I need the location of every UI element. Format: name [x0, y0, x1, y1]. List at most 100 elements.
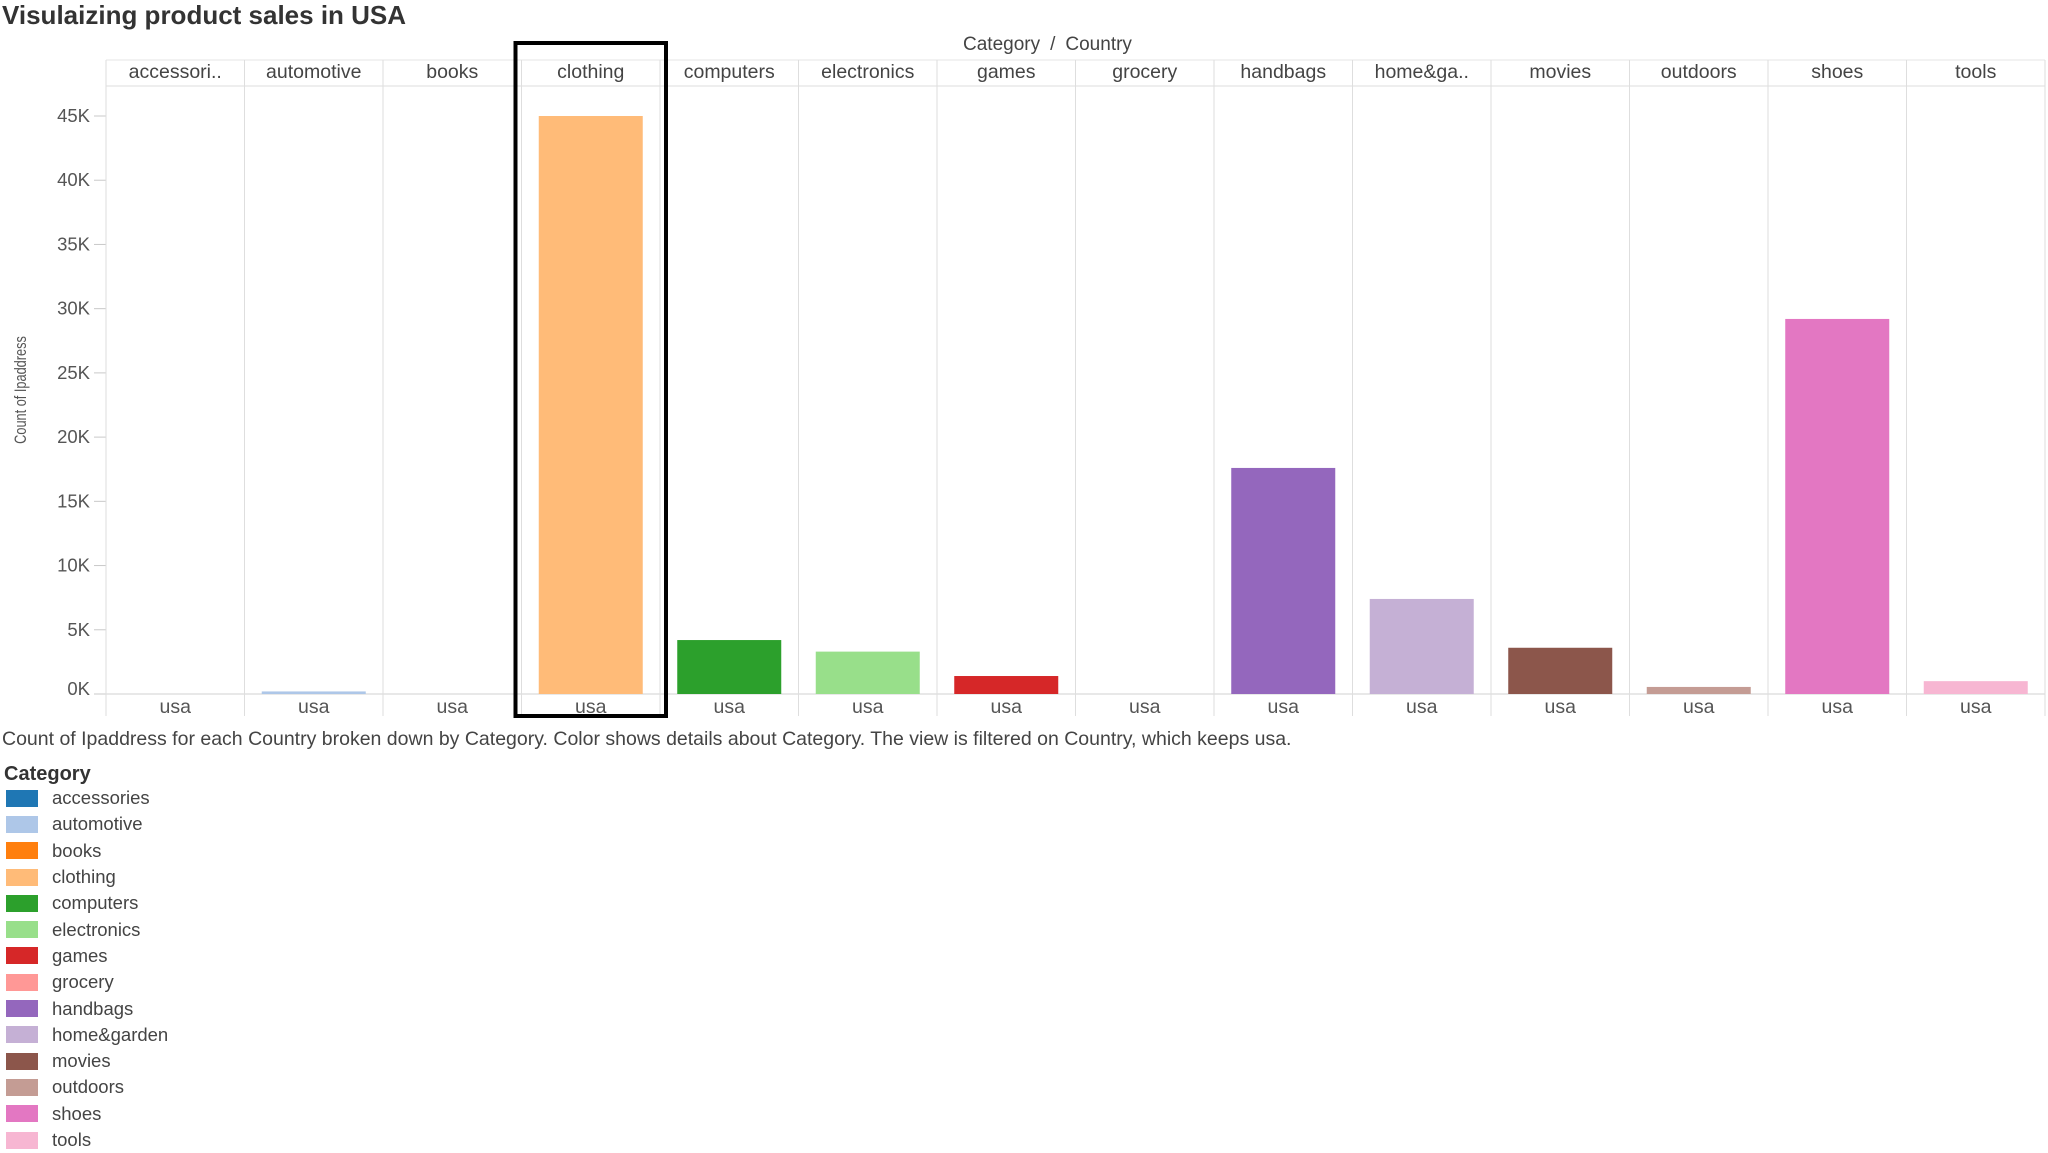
legend-swatch: [6, 894, 38, 912]
category-dimension-label: Category: [963, 34, 1041, 55]
y-tick-label: 0K: [67, 678, 90, 699]
x-tick-label: usa: [1960, 696, 1992, 718]
legend-swatch: [6, 947, 38, 965]
legend-label: handbags: [52, 997, 134, 1019]
legend-item: accessories: [6, 785, 168, 811]
legend-swatch: [6, 1078, 38, 1096]
bar-handbags: [1231, 467, 1336, 694]
x-tick-label: usa: [852, 696, 884, 718]
y-tick-label: 25K: [57, 362, 91, 383]
column-header-tools: tools: [1955, 61, 1996, 83]
legend-swatch: [6, 1105, 38, 1123]
legend-label: books: [52, 839, 102, 861]
legend-label: accessories: [52, 787, 150, 809]
legend-label: outdoors: [52, 1076, 124, 1098]
bar-shoes: [1785, 318, 1890, 694]
legend-item: handbags: [6, 995, 168, 1021]
x-tick-label: usa: [714, 696, 746, 718]
bar-home&garden: [1369, 598, 1474, 694]
country-dimension-label: Country: [1065, 34, 1132, 55]
y-tick-label: 15K: [57, 490, 91, 511]
x-tick-label: usa: [991, 696, 1023, 718]
legend-item: home&garden: [6, 1022, 168, 1048]
legend-item: automotive: [6, 811, 168, 837]
bar-electronics: [815, 651, 920, 694]
column-header-home&garden: home&ga..: [1375, 61, 1469, 83]
legend-label: computers: [52, 892, 139, 914]
column-header-accessories: accessori..: [129, 61, 222, 83]
legend-item: outdoors: [6, 1074, 168, 1100]
x-tick-label: usa: [575, 696, 607, 718]
bar-movies: [1508, 647, 1613, 694]
legend-swatch: [6, 868, 38, 886]
legend-label: automotive: [52, 813, 143, 835]
x-tick-label: usa: [1129, 696, 1161, 718]
legend-label: home&garden: [52, 1023, 169, 1045]
bar-outdoors: [1646, 686, 1751, 694]
bar-tools: [1923, 681, 2028, 694]
y-tick-label: 30K: [57, 298, 91, 319]
x-tick-label: usa: [1822, 696, 1854, 718]
legend-label: electronics: [52, 918, 141, 940]
legend-item: computers: [6, 890, 168, 916]
x-tick-label: usa: [1406, 696, 1438, 718]
legend-item: clothing: [6, 864, 168, 890]
legend-label: shoes: [52, 1102, 102, 1124]
column-header-caption: Category / Country: [963, 34, 1132, 56]
legend-item: shoes: [6, 1101, 168, 1127]
legend-label: movies: [52, 1050, 111, 1072]
bar-clothing: [538, 116, 643, 694]
bar-games: [954, 676, 1059, 694]
legend-label: tools: [52, 1129, 92, 1150]
legend-swatch: [6, 1000, 38, 1018]
column-header-games: games: [977, 61, 1036, 83]
x-tick-label: usa: [1268, 696, 1300, 718]
legend-item: electronics: [6, 916, 168, 942]
column-header-grocery: grocery: [1112, 61, 1177, 83]
legend-swatch: [6, 842, 38, 860]
chart-caption: Count of Ipaddress for each Country brok…: [2, 728, 1292, 750]
bar-computers: [677, 640, 782, 694]
column-header-electronics: electronics: [821, 61, 914, 83]
legend-swatch: [6, 1026, 38, 1044]
column-header-outdoors: outdoors: [1661, 61, 1737, 83]
column-header-handbags: handbags: [1240, 61, 1326, 83]
column-header-clothing: clothing: [557, 61, 624, 83]
bar-automotive: [261, 691, 366, 694]
legend-label: games: [52, 944, 108, 966]
legend-label: clothing: [52, 866, 116, 888]
legend-swatch: [6, 973, 38, 991]
y-tick-label: 45K: [57, 105, 91, 126]
legend-swatch: [6, 921, 38, 939]
legend-swatch: [6, 1052, 38, 1070]
legend-swatch: [6, 815, 38, 833]
column-header-books: books: [426, 61, 478, 83]
column-header-shoes: shoes: [1811, 61, 1863, 83]
legend-item: grocery: [6, 969, 168, 995]
legend-item: games: [6, 943, 168, 969]
y-tick-label: 35K: [57, 233, 91, 254]
legend-item: movies: [6, 1048, 168, 1074]
x-tick-label: usa: [1683, 696, 1715, 718]
legend-swatch: [6, 1131, 38, 1149]
legend-title: Category: [4, 763, 91, 785]
y-axis-title: Count of Ipaddress: [11, 336, 30, 444]
legend-item: books: [6, 838, 168, 864]
header-separator: /: [1050, 34, 1056, 55]
y-tick-label: 5K: [67, 619, 90, 640]
bar-chart: 0K 5K 10K 15K 20K 25K 30K 35K 40K 45K Count of Ipa…: [11, 41, 2046, 718]
x-tick-label: usa: [160, 696, 192, 718]
legend: accessories automotive books clothing comput…: [6, 785, 168, 1153]
column-header-automotive: automotive: [266, 61, 361, 83]
legend-item: tools: [6, 1127, 168, 1153]
x-tick-label: usa: [437, 696, 469, 718]
y-tick-label: 10K: [57, 555, 91, 576]
y-tick-label: 40K: [57, 169, 91, 190]
x-tick-label: usa: [298, 696, 330, 718]
chart-title: Visulaizing product sales in USA: [2, 0, 407, 30]
y-tick-label: 20K: [57, 426, 91, 447]
column-header-movies: movies: [1529, 61, 1591, 83]
highlight-box: [513, 41, 668, 718]
legend-label: grocery: [52, 971, 114, 993]
column-header-computers: computers: [684, 61, 775, 83]
